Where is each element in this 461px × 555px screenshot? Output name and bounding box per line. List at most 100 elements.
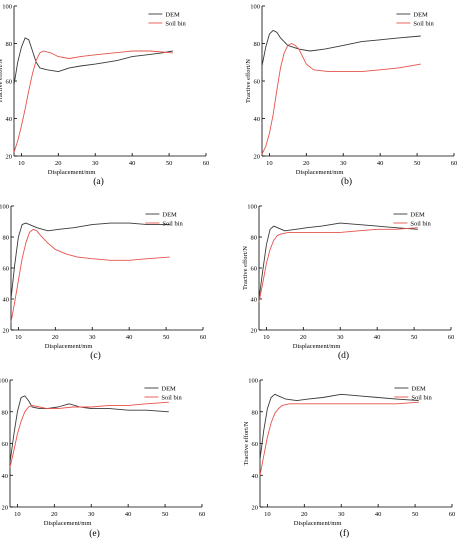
y-tick-label: 40	[3, 297, 10, 304]
x-tick-label: 30	[337, 334, 344, 341]
legend-label: Soil bin	[413, 21, 434, 28]
series-line-dem	[259, 393, 419, 460]
y-tick-label: 60	[251, 266, 258, 273]
y-tick-label: 20	[2, 505, 9, 512]
y-tick-label: 20	[6, 154, 13, 161]
x-tick-label: 10	[15, 334, 22, 341]
x-tick-label: 20	[303, 160, 310, 167]
x-tick-label: 40	[375, 511, 382, 518]
y-tick-label: 20	[251, 328, 258, 335]
legend-label: Soil bin	[165, 21, 186, 28]
x-tick-label: 20	[301, 511, 308, 518]
x-tick-label: 30	[89, 334, 96, 341]
y-tick-label: 100	[0, 378, 8, 385]
x-tick-label: 30	[338, 511, 345, 518]
y-tick-label: 20	[252, 505, 259, 512]
x-tick-label: 20	[55, 160, 62, 167]
series-line-soil-bin	[258, 227, 418, 303]
legend-label: DEM	[410, 212, 425, 219]
x-axis-label: Displacement/mm	[45, 343, 93, 350]
x-tick-label: 10	[18, 160, 25, 167]
x-tick-label: 40	[374, 334, 381, 341]
x-tick-label: 60	[200, 334, 207, 341]
legend-label: DEM	[413, 12, 428, 19]
x-tick-label: 20	[51, 511, 58, 518]
chart-panel: 20406080100102030405060Displacement/mmTr…	[0, 378, 205, 540]
x-tick-label: 60	[451, 160, 458, 167]
y-tick-label: 80	[6, 41, 13, 48]
legend-label: Soil bin	[411, 395, 432, 402]
panel-label: (f)	[340, 528, 350, 539]
legend-label: Soil bin	[162, 221, 183, 228]
panel-label: (a)	[93, 176, 104, 187]
panel-label: (b)	[341, 176, 352, 187]
x-tick-label: 10	[14, 511, 21, 518]
x-tick-label: 50	[162, 511, 169, 518]
x-tick-label: 60	[449, 511, 456, 518]
y-axis-label: Tractive effort/N	[245, 59, 252, 103]
y-tick-label: 100	[248, 378, 258, 385]
y-axis-label: Tractive effort/N	[0, 246, 1, 290]
x-tick-label: 40	[377, 160, 384, 167]
y-tick-label: 60	[252, 441, 259, 448]
legend-label: Soil bin	[410, 221, 431, 228]
x-tick-label: 20	[52, 334, 59, 341]
series-line-soil-bin	[261, 43, 421, 155]
series-line-dem	[261, 29, 421, 67]
series-line-soil-bin	[259, 401, 419, 476]
series-line-soil-bin	[10, 228, 170, 323]
y-tick-label: 60	[6, 79, 13, 86]
legend-label: DEM	[165, 12, 180, 19]
x-axis-label: Displacement/mm	[44, 520, 92, 527]
series-line-soil-bin	[9, 401, 169, 468]
legend-label: DEM	[161, 386, 176, 393]
y-tick-label: 60	[254, 79, 261, 86]
x-tick-label: 50	[412, 511, 419, 518]
y-tick-label: 80	[251, 235, 258, 242]
y-tick-label: 80	[3, 235, 10, 242]
x-tick-label: 60	[203, 160, 210, 167]
x-tick-label: 30	[340, 160, 347, 167]
x-tick-label: 40	[125, 511, 132, 518]
x-tick-label: 20	[300, 334, 307, 341]
x-tick-label: 60	[199, 511, 206, 518]
series-line-dem	[258, 222, 418, 300]
y-tick-label: 100	[247, 204, 257, 211]
x-tick-label: 50	[414, 160, 421, 167]
panel-label: (c)	[90, 350, 101, 361]
y-tick-label: 60	[3, 266, 10, 273]
y-tick-label: 80	[252, 409, 259, 416]
panel-label: (e)	[89, 528, 100, 539]
series-line-soil-bin	[13, 50, 173, 153]
y-tick-label: 40	[254, 116, 261, 123]
x-tick-label: 40	[129, 160, 136, 167]
y-tick-label: 40	[6, 116, 13, 123]
legend-label: DEM	[162, 212, 177, 219]
legend-label: Soil bin	[161, 395, 182, 402]
x-tick-label: 10	[266, 160, 273, 167]
x-tick-label: 60	[448, 334, 455, 341]
x-tick-label: 40	[126, 334, 133, 341]
y-tick-label: 100	[2, 4, 12, 11]
y-tick-label: 40	[252, 473, 259, 480]
y-tick-label: 20	[3, 328, 10, 335]
x-tick-label: 30	[92, 160, 99, 167]
x-tick-label: 10	[264, 511, 271, 518]
chart-panel: 20406080100102030405060Displacement/mmTr…	[0, 204, 206, 362]
y-tick-label: 100	[250, 4, 260, 11]
x-axis-label: Displacement/mm	[48, 169, 96, 176]
y-tick-label: 80	[2, 409, 9, 416]
y-tick-label: 100	[0, 204, 9, 211]
y-axis-label: Tractive effort/N	[242, 246, 249, 290]
x-tick-label: 50	[166, 160, 173, 167]
y-tick-label: 40	[251, 297, 258, 304]
x-axis-label: Displacement/mm	[296, 169, 344, 176]
y-axis-label: Tractive effort/N	[243, 421, 250, 465]
y-tick-label: 20	[254, 154, 261, 161]
x-tick-label: 50	[411, 334, 418, 341]
